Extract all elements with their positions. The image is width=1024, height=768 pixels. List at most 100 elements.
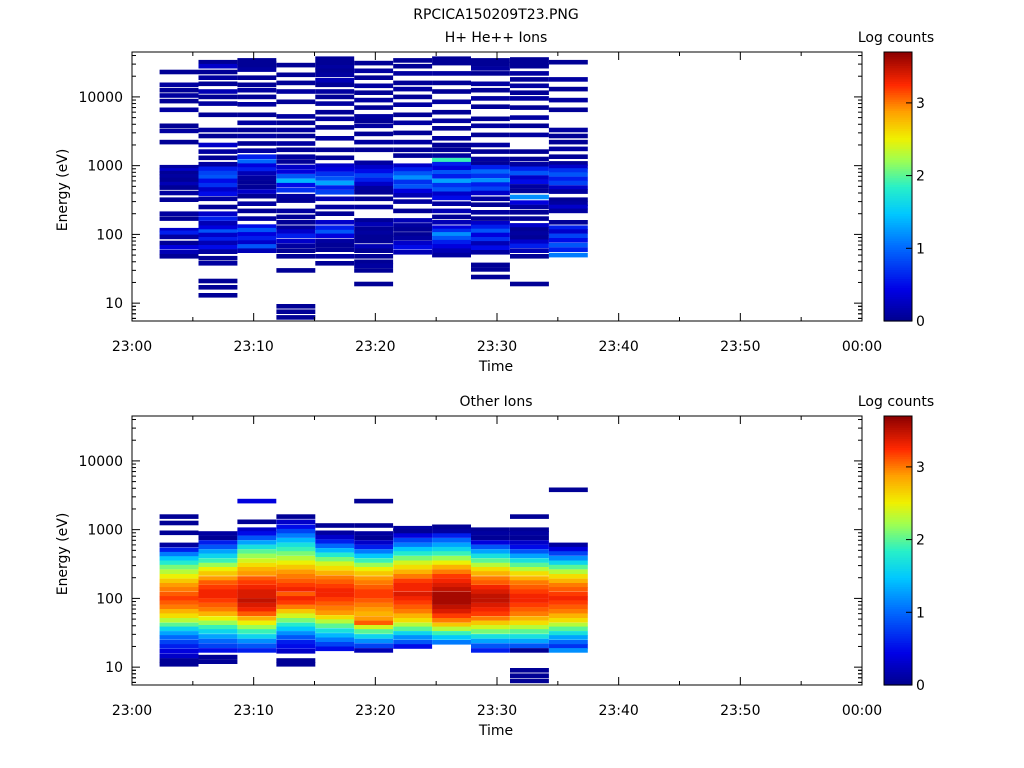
heatmap-cell bbox=[432, 609, 471, 614]
heatmap-cell bbox=[354, 60, 394, 66]
colorbar-band bbox=[884, 505, 912, 509]
heatmap-cell bbox=[510, 673, 549, 678]
heatmap-cell bbox=[159, 551, 199, 557]
colorbar-band bbox=[884, 280, 912, 284]
colorbar-band bbox=[884, 208, 912, 212]
heatmap-cell bbox=[315, 539, 355, 544]
colorbar-band bbox=[884, 143, 912, 147]
colorbar-band bbox=[884, 548, 912, 552]
colorbar-band bbox=[884, 436, 912, 440]
heatmap-cell bbox=[237, 60, 277, 66]
heatmap-cell bbox=[510, 616, 549, 621]
heatmap-cell bbox=[159, 591, 199, 597]
heatmap-cell bbox=[432, 604, 471, 610]
colorbar-band bbox=[884, 431, 912, 435]
heatmap-cell bbox=[237, 163, 277, 168]
heatmap-cell bbox=[237, 82, 277, 88]
heatmap-cell bbox=[159, 181, 199, 187]
heatmap-cell bbox=[159, 174, 199, 179]
heatmap-cell bbox=[237, 58, 277, 63]
heatmap-cell bbox=[198, 255, 238, 261]
colorbar-band bbox=[884, 99, 912, 102]
heatmap-cell bbox=[237, 558, 277, 563]
heatmap-cell bbox=[276, 583, 316, 588]
heatmap-cell bbox=[237, 102, 277, 107]
heatmap-cell bbox=[432, 80, 471, 86]
heatmap-cell bbox=[354, 567, 394, 572]
panel-2-title: Other Ions bbox=[459, 394, 532, 410]
heatmap-cell bbox=[354, 177, 394, 183]
heatmap-cell bbox=[237, 240, 277, 245]
x-tick-label: 23:20 bbox=[355, 703, 395, 719]
heatmap-cell bbox=[548, 238, 588, 243]
heatmap-cell bbox=[354, 531, 394, 536]
colorbar-band bbox=[884, 676, 912, 679]
heatmap-cell bbox=[198, 659, 238, 664]
heatmap-cell bbox=[471, 87, 510, 93]
heatmap-cell bbox=[548, 229, 588, 234]
heatmap-cell bbox=[237, 638, 277, 644]
heatmap-cell bbox=[198, 620, 238, 626]
heatmap-cell bbox=[471, 81, 510, 87]
heatmap-cell bbox=[432, 126, 471, 131]
heatmap-cell bbox=[354, 634, 394, 639]
heatmap-cell bbox=[159, 547, 199, 553]
heatmap-cell bbox=[237, 171, 277, 176]
colorbar-band bbox=[884, 186, 912, 190]
heatmap-cell bbox=[276, 182, 316, 188]
heatmap-cell bbox=[354, 168, 394, 174]
heatmap-cell bbox=[393, 644, 433, 649]
colorbar-band bbox=[884, 481, 912, 484]
heatmap-cell bbox=[237, 625, 277, 630]
colorbar-band bbox=[884, 416, 912, 419]
colorbar-band bbox=[884, 651, 912, 655]
heatmap-cell bbox=[315, 56, 355, 61]
heatmap-cell bbox=[510, 71, 549, 76]
panel-2-xlabel: Time bbox=[478, 723, 513, 739]
heatmap-cell bbox=[471, 553, 510, 559]
colorbar-band bbox=[884, 602, 912, 605]
x-tick-label: 23:30 bbox=[477, 339, 517, 355]
heatmap-cell bbox=[315, 109, 355, 115]
heatmap-cell bbox=[315, 552, 355, 558]
heatmap-cell bbox=[276, 555, 316, 561]
colorbar-band bbox=[884, 474, 912, 478]
heatmap-cell bbox=[354, 90, 394, 95]
heatmap-cell bbox=[432, 187, 471, 192]
heatmap-cell bbox=[510, 60, 549, 66]
colorbar-band bbox=[884, 528, 912, 531]
colorbar-band bbox=[884, 521, 912, 525]
heatmap-cell bbox=[510, 105, 549, 110]
heatmap-cell bbox=[471, 648, 510, 653]
heatmap-cell bbox=[510, 602, 549, 608]
colorbar-band bbox=[884, 483, 912, 487]
heatmap-cell bbox=[393, 591, 433, 597]
heatmap-cell bbox=[198, 237, 238, 242]
colorbar-band bbox=[884, 101, 912, 105]
heatmap-cell bbox=[276, 127, 316, 133]
heatmap-cell bbox=[354, 611, 394, 616]
heatmap-cell bbox=[471, 196, 510, 202]
heatmap-cell bbox=[237, 180, 277, 185]
colorbar-band bbox=[884, 206, 912, 210]
heatmap-cell bbox=[471, 164, 510, 170]
heatmap-cell bbox=[432, 232, 471, 237]
colorbar-band bbox=[884, 595, 912, 599]
colorbar-band bbox=[884, 195, 912, 199]
heatmap-cell bbox=[432, 239, 471, 245]
colorbar-band bbox=[884, 220, 912, 223]
heatmap-cell bbox=[471, 123, 510, 129]
heatmap-cell bbox=[393, 551, 433, 556]
colorbar-band bbox=[884, 472, 912, 475]
heatmap-cell bbox=[432, 591, 471, 597]
heatmap-cell bbox=[471, 262, 510, 268]
colorbar-band bbox=[884, 422, 912, 426]
heatmap-cell bbox=[471, 169, 510, 174]
heatmap-cell bbox=[237, 648, 277, 653]
heatmap-cell bbox=[159, 185, 199, 190]
heatmap-cell bbox=[315, 60, 355, 66]
heatmap-cell bbox=[548, 107, 588, 113]
heatmap-cell bbox=[548, 168, 588, 173]
colorbar-tick-label: 0 bbox=[916, 314, 925, 330]
heatmap-cell bbox=[237, 498, 277, 504]
